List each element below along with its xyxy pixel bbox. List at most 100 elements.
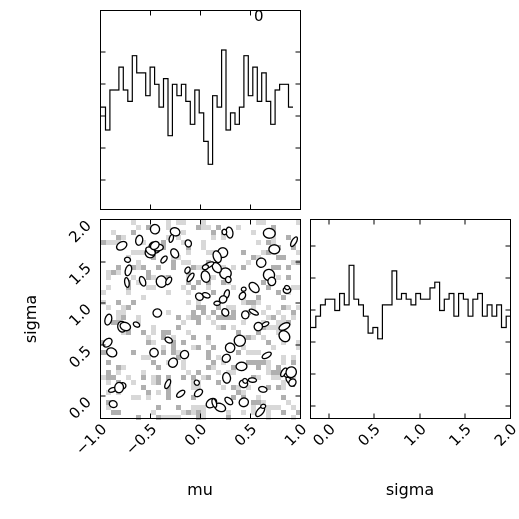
density-cell — [236, 225, 241, 230]
contour-island — [193, 388, 204, 398]
density-cell — [101, 290, 106, 295]
density-cell — [196, 315, 201, 320]
density-cell — [181, 365, 186, 370]
density-cell — [106, 360, 111, 365]
contour-island — [285, 366, 298, 379]
density-cell — [216, 305, 221, 310]
contour-island — [201, 264, 210, 271]
density-cell — [221, 315, 226, 320]
contour-island — [284, 284, 291, 291]
density-cell — [201, 245, 206, 250]
density-cell — [156, 415, 161, 420]
density-cell — [131, 350, 136, 355]
density-cell — [141, 250, 146, 255]
contour-island — [106, 347, 118, 358]
density-cell — [266, 325, 271, 330]
density-cell — [201, 410, 206, 415]
contour-island — [224, 396, 234, 406]
density-cell — [141, 240, 146, 245]
density-cell — [281, 340, 286, 345]
density-cell — [266, 385, 271, 390]
density-cell — [271, 315, 276, 320]
density-cell — [191, 410, 196, 415]
density-cell — [136, 315, 141, 320]
density-cell — [261, 325, 266, 330]
density-cell — [211, 275, 216, 280]
density-cell — [206, 355, 211, 360]
density-cell — [251, 400, 256, 405]
density-cell — [231, 285, 236, 290]
density-cell — [176, 355, 181, 360]
density-cell — [196, 415, 201, 420]
density-cell — [126, 290, 131, 295]
contour-island — [222, 371, 232, 384]
density-cell — [176, 255, 181, 260]
contour-island — [255, 257, 267, 268]
density-cell — [196, 385, 201, 390]
density-cell — [266, 305, 271, 310]
density-cell — [186, 280, 191, 285]
contour-island — [149, 347, 159, 358]
density-cell — [261, 250, 266, 255]
density-cell — [216, 315, 221, 320]
density-cell — [281, 315, 286, 320]
density-cell — [241, 390, 246, 395]
density-cell — [246, 260, 251, 265]
density-cell — [166, 225, 171, 230]
density-cell — [141, 385, 146, 390]
density-cell — [146, 225, 151, 230]
density-cell — [196, 410, 201, 415]
density-cell — [171, 265, 176, 270]
contour-island — [262, 227, 276, 239]
density-cell — [116, 370, 121, 375]
contour-island — [248, 308, 259, 316]
density-cell — [211, 320, 216, 325]
density-cell — [271, 240, 276, 245]
density-cell — [271, 325, 276, 330]
density-cell — [271, 345, 276, 350]
density-cell — [166, 220, 171, 225]
density-cell — [201, 375, 206, 380]
density-cell — [206, 285, 211, 290]
density-cell — [196, 405, 201, 410]
density-cell — [191, 285, 196, 290]
density-cell — [236, 390, 241, 395]
density-cell — [256, 330, 261, 335]
density-cell — [111, 270, 116, 275]
sigma-axis-label: sigma — [21, 295, 40, 343]
density-cell — [141, 370, 146, 375]
density-cell — [171, 340, 176, 345]
contour-island — [119, 321, 132, 332]
density-cell — [206, 280, 211, 285]
contour-island — [288, 378, 297, 387]
density-cell — [256, 350, 261, 355]
density-cell — [201, 220, 206, 225]
density-cell — [251, 410, 256, 415]
density-cell — [256, 395, 261, 400]
density-cell — [241, 320, 246, 325]
density-cell — [226, 305, 231, 310]
density-cell — [181, 285, 186, 290]
density-cell — [126, 375, 131, 380]
density-cell — [116, 365, 121, 370]
density-cell — [181, 375, 186, 380]
density-cell — [181, 260, 186, 265]
density-cell — [281, 410, 286, 415]
density-cell — [271, 370, 276, 375]
density-cell — [176, 405, 181, 410]
density-cell — [196, 370, 201, 375]
density-cell — [276, 320, 281, 325]
contour-island — [132, 321, 141, 328]
contour-island — [168, 233, 175, 244]
density-cell — [196, 320, 201, 325]
density-cell — [266, 365, 271, 370]
density-cell — [256, 240, 261, 245]
density-cell — [116, 300, 121, 305]
contour-island — [289, 236, 299, 248]
density-cell — [151, 325, 156, 330]
density-cell — [281, 380, 286, 385]
density-cell — [116, 235, 121, 240]
contour-island — [238, 397, 250, 408]
density-cell — [106, 390, 111, 395]
density-cell — [281, 305, 286, 310]
